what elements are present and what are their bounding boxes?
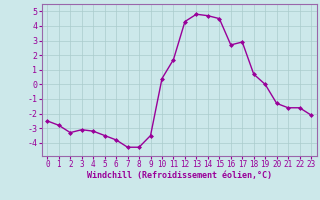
X-axis label: Windchill (Refroidissement éolien,°C): Windchill (Refroidissement éolien,°C) [87,171,272,180]
